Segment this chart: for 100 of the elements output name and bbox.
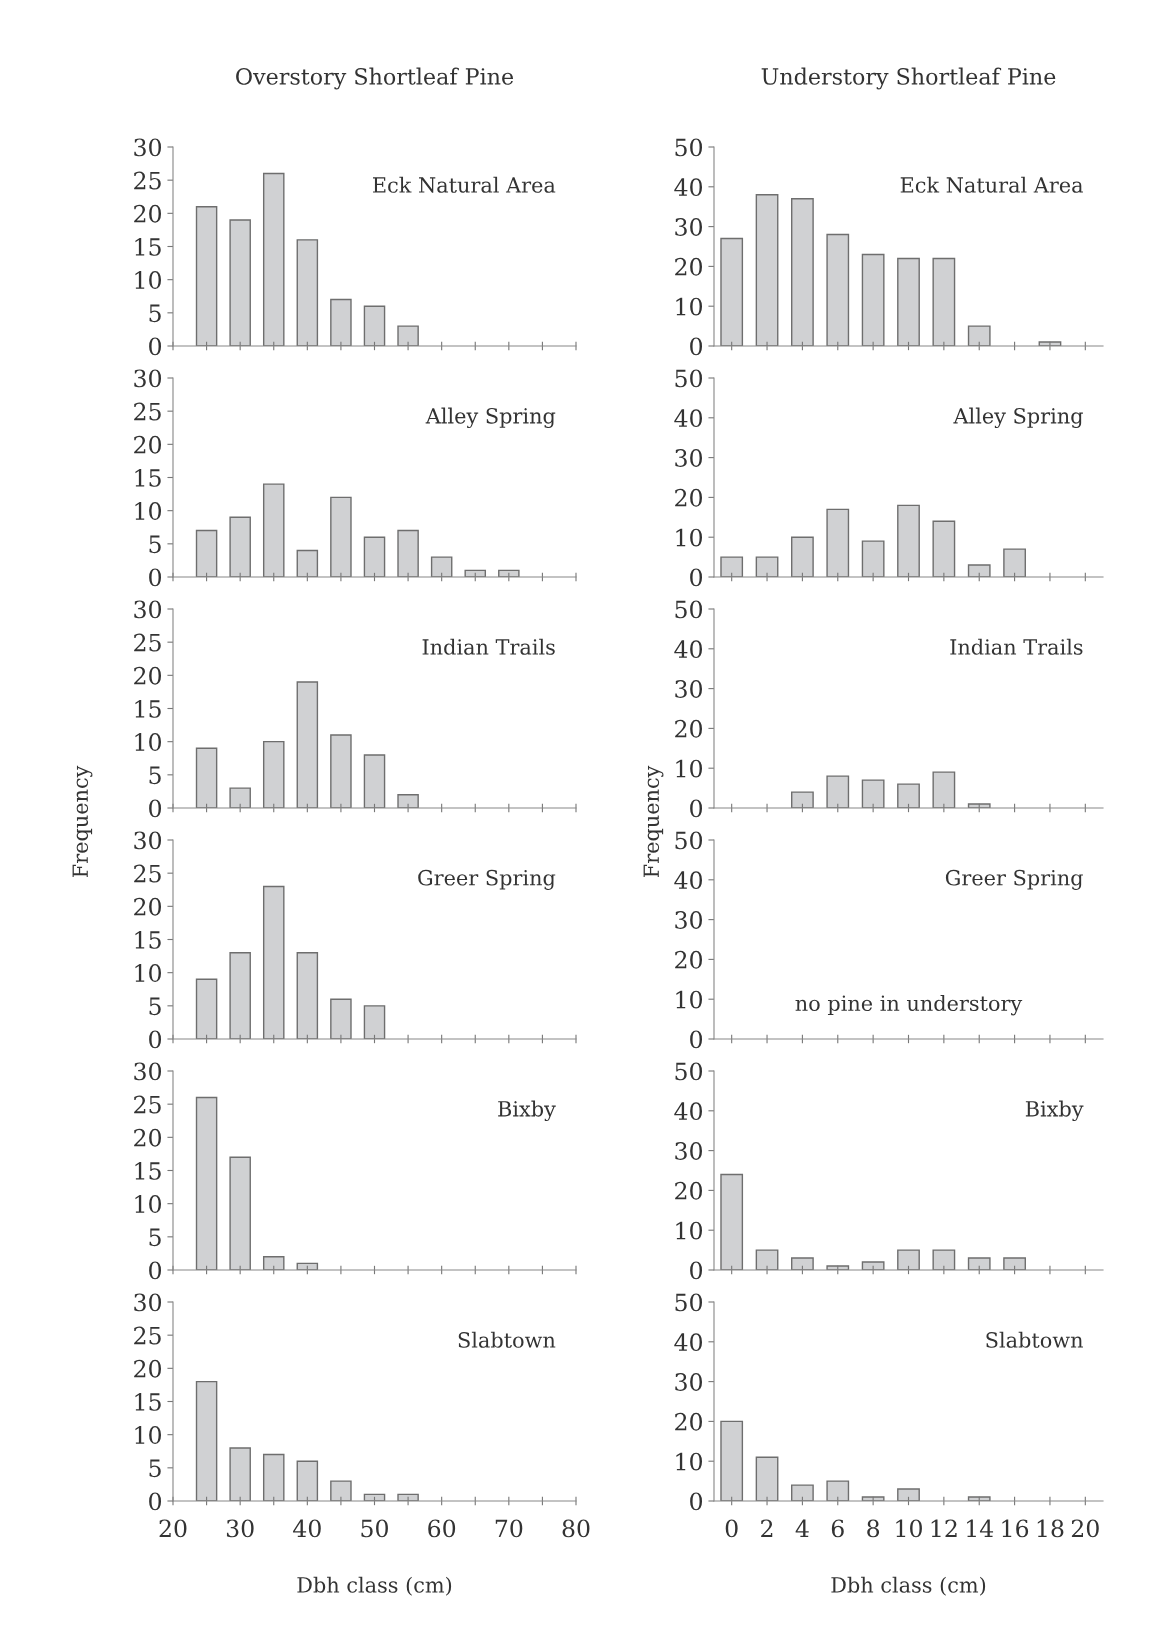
bar [262,172,285,346]
y-tick-label: 10 [135,1195,162,1213]
bar [229,787,251,808]
x-tick-label: 16 [1002,1519,1029,1538]
bar [826,233,850,346]
bar [791,1257,814,1270]
y-tick-label: 30 [134,369,162,388]
y-tick-label: 50 [675,600,703,619]
bar [430,556,453,577]
bar [897,783,920,808]
y-tick-label: 5 [149,997,161,1016]
y-tick-label: 0 [149,799,162,818]
bar [330,1480,352,1501]
bar [791,791,814,808]
x-tick-label: 18 [1037,1519,1064,1538]
bar [791,536,814,577]
bar [229,219,251,346]
annotation: Bixby [1025,1100,1084,1122]
y-tick-label: 15 [135,1392,161,1411]
bar [229,952,251,1039]
y-tick-label: 10 [135,271,162,289]
y-tick-label: 20 [134,897,162,916]
annotation: Indian Trails [950,638,1083,655]
y-tick-label: 25 [134,402,161,421]
y-tick-label: 25 [134,171,161,190]
bar [826,508,850,577]
bar [330,298,352,346]
y-tick-label: 0 [149,1261,162,1280]
y-tick-label: 5 [149,1459,161,1478]
bar [967,564,991,577]
y-tick-label: 5 [149,1228,161,1247]
bar [363,1005,386,1039]
y-tick-label: 5 [149,304,161,323]
y-tick-label: 0 [149,1030,162,1049]
bar [262,885,285,1039]
bar [296,1460,319,1501]
bar [363,754,386,808]
bar [755,1456,779,1501]
bar [826,775,850,808]
y-tick-label: 20 [134,435,162,454]
annotation: Slabtown [458,1331,556,1348]
bar [755,556,779,577]
x-tick-label: 70 [495,1519,523,1538]
x-tick-label: 60 [428,1519,456,1538]
bar [262,1453,285,1501]
bar [861,1261,885,1270]
y-axis-title: Frequency [72,765,93,878]
y-tick-label: 10 [676,759,703,778]
y-tick-label: 30 [675,680,703,698]
y-tick-label: 10 [135,733,162,751]
y-tick-label: 20 [675,950,703,969]
y-tick-label: 20 [675,488,703,507]
bar [755,194,779,346]
y-tick-label: 25 [134,633,161,652]
bar [897,257,920,346]
y-tick-label: 10 [135,964,162,982]
y-tick-label: 20 [134,666,162,685]
y-tick-label: 50 [675,831,703,850]
bar [397,529,419,577]
x-axis-title: Dbh class (cm) [297,1576,452,1596]
y-tick-label: 0 [690,1261,703,1280]
bar [791,198,814,346]
y-tick-label: 25 [134,1095,161,1114]
bar [195,1380,218,1501]
x-tick-label: 50 [361,1519,388,1538]
bar [720,1173,744,1270]
y-tick-label: 20 [675,1181,703,1200]
annotation: Greer Spring [945,869,1083,890]
bar [296,952,319,1039]
bar [195,1096,218,1270]
x-tick-label: 30 [226,1519,254,1538]
bar [195,747,218,808]
x-tick-label: 20 [1071,1519,1099,1538]
x-tick-label: 10 [896,1519,922,1538]
annotation: Eck Natural Area [900,176,1083,193]
y-tick-label: 5 [149,535,161,554]
annotation: Eck Natural Area [373,176,556,193]
y-tick-label: 30 [675,1373,703,1391]
bar [229,1447,251,1501]
bar [897,1488,920,1501]
bar [932,257,956,346]
x-tick-label: 4 [795,1519,809,1537]
y-tick-label: 10 [676,990,703,1009]
bar [967,325,991,346]
y-tick-label: 10 [135,502,162,520]
y-tick-label: 40 [674,1333,703,1352]
y-tick-label: 40 [674,409,703,428]
y-tick-label: 10 [676,1452,703,1471]
bar [826,1480,850,1501]
y-tick-label: 30 [134,1293,162,1312]
bar [195,978,218,1039]
y-tick-label: 30 [134,138,162,157]
y-tick-label: 0 [149,1492,162,1511]
x-tick-label: 12 [931,1519,957,1537]
y-tick-label: 20 [134,1128,162,1147]
bar [296,549,319,577]
y-tick-label: 20 [675,719,703,738]
annotation: no pine in understory [795,994,1023,1016]
y-tick-label: 20 [134,204,162,223]
x-tick-label: 0 [725,1519,738,1538]
